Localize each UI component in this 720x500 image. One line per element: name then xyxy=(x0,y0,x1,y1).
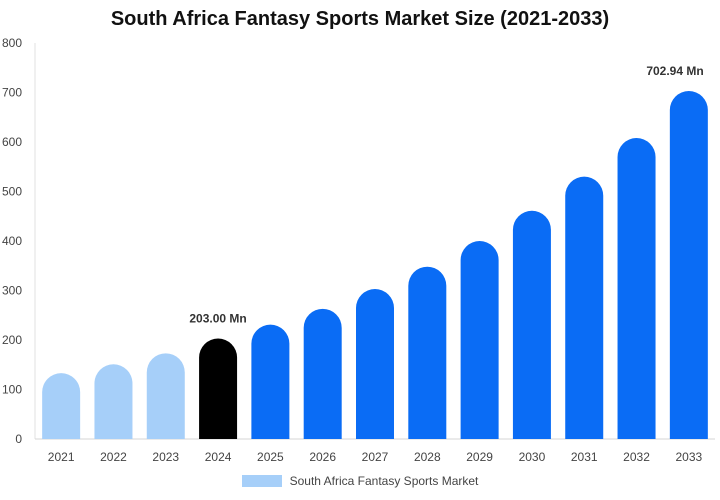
data-label: 702.94 Mn xyxy=(646,64,703,78)
bar-2032 xyxy=(617,138,656,440)
legend-swatch xyxy=(241,475,282,487)
bar-2026 xyxy=(303,308,342,439)
y-tick-label: 300 xyxy=(2,284,22,298)
legend[interactable]: South Africa Fantasy Sports Market xyxy=(0,474,720,488)
x-tick-label: 2025 xyxy=(257,450,284,464)
bar-2022 xyxy=(94,364,133,439)
x-tick-label: 2028 xyxy=(414,450,441,464)
bar-2021 xyxy=(42,373,81,439)
y-tick-label: 200 xyxy=(2,333,22,347)
data-label: 203.00 Mn xyxy=(189,312,246,326)
y-tick-label: 0 xyxy=(15,432,22,446)
y-tick-label: 500 xyxy=(2,185,22,199)
y-tick-label: 600 xyxy=(2,135,22,149)
x-tick-label: 2031 xyxy=(571,450,598,464)
y-tick-label: 400 xyxy=(2,234,22,248)
x-tick-label: 2029 xyxy=(466,450,493,464)
x-tick-label: 2022 xyxy=(100,450,127,464)
x-tick-label: 2021 xyxy=(48,450,75,464)
y-tick-label: 700 xyxy=(2,86,22,100)
x-tick-label: 2032 xyxy=(623,450,650,464)
bar-2027 xyxy=(356,289,394,439)
bar-2033 xyxy=(669,91,708,439)
x-tick-label: 2026 xyxy=(309,450,336,464)
x-tick-label: 2023 xyxy=(152,450,179,464)
x-tick-label: 2030 xyxy=(519,450,546,464)
bar-2028 xyxy=(408,266,447,439)
x-tick-label: 2033 xyxy=(675,450,702,464)
bar-2030 xyxy=(512,210,551,439)
legend-label: South Africa Fantasy Sports Market xyxy=(289,474,479,488)
chart-title: South Africa Fantasy Sports Market Size … xyxy=(110,8,610,30)
y-tick-label: 100 xyxy=(2,383,22,397)
y-tick-label: 800 xyxy=(2,36,22,50)
bar-2029 xyxy=(460,241,499,439)
x-tick-label: 2027 xyxy=(362,450,389,464)
bar-2025 xyxy=(251,324,290,439)
x-tick-label: 2024 xyxy=(205,450,232,464)
bar-2031 xyxy=(565,176,604,439)
bar-2023 xyxy=(146,353,185,439)
bar-2024 xyxy=(199,338,238,439)
